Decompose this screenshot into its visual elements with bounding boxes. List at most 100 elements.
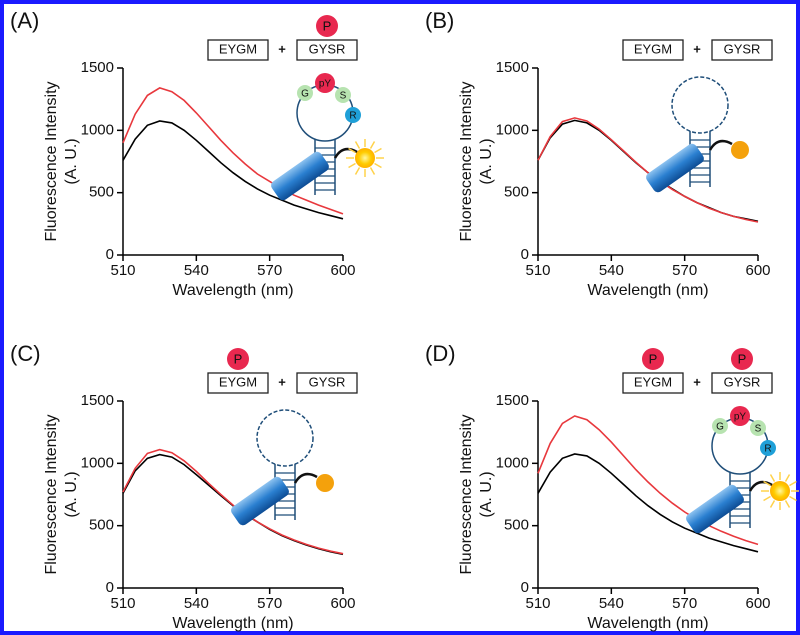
residue-label: pY — [734, 412, 747, 423]
y-axis-title: (A. U.) — [478, 138, 495, 184]
residue — [750, 420, 766, 436]
series-line — [537, 453, 759, 553]
cylinder — [646, 143, 704, 193]
peptide-label: EYGM — [219, 41, 257, 56]
panel-label: (D) — [425, 341, 456, 366]
glow-ray — [369, 141, 376, 149]
linker — [293, 472, 318, 484]
x-tick-label: 570 — [257, 262, 282, 279]
phospho-label: P — [323, 18, 332, 33]
residue — [760, 440, 776, 456]
glow-ray — [348, 162, 356, 169]
glow-ray — [374, 162, 382, 169]
plus-sign: + — [693, 41, 701, 56]
phospho-circle — [731, 348, 753, 370]
x-axis-title: Wavelength (nm) — [172, 615, 293, 632]
x-tick-label: 510 — [525, 262, 550, 279]
residue-label: G — [301, 89, 309, 100]
panel: (D) 0 500 1000 1500 510 540 570 600 Wavelength (n… — [425, 341, 799, 632]
glow-ray — [354, 141, 361, 149]
y-axis-title: (A. U.) — [63, 471, 80, 517]
y-axis-title: Fluorescence Intensity — [43, 414, 60, 574]
peptide-label: GYSR — [724, 41, 761, 56]
fluorophore — [770, 481, 790, 501]
residue — [730, 406, 750, 426]
y-axis-title: Fluorescence Intensity — [458, 414, 475, 574]
y-axis-title: (A. U.) — [478, 471, 495, 517]
x-tick-label: 600 — [330, 595, 355, 612]
linker — [708, 139, 733, 151]
x-tick-label: 540 — [184, 595, 209, 612]
peptide-label: GYSR — [309, 41, 346, 56]
glow-ray — [789, 480, 797, 487]
peptide-label: EYGM — [634, 41, 672, 56]
panel: (C) 0 500 1000 1500 510 540 570 600 Wavelength (n… — [10, 341, 358, 632]
x-tick-label: 570 — [672, 262, 697, 279]
phospho-circle — [316, 15, 338, 37]
glow-ray — [374, 147, 382, 154]
peptide-label: GYSR — [724, 374, 761, 389]
y-tick-label: 500 — [89, 517, 114, 534]
residue-label: G — [716, 422, 724, 433]
peptide-box — [207, 372, 269, 394]
phospho-label: P — [738, 351, 747, 366]
peptide-box — [622, 39, 684, 61]
glow-ray — [784, 474, 791, 482]
glow-ray — [769, 500, 776, 508]
peptide-box — [296, 372, 358, 394]
residue — [315, 73, 335, 93]
residue — [335, 87, 351, 103]
series-line — [122, 87, 344, 215]
x-axis-title: Wavelength (nm) — [587, 615, 708, 632]
x-axis-title: Wavelength (nm) — [172, 282, 293, 299]
peptide-box — [711, 39, 773, 61]
panel: (B) 0 500 1000 1500 510 540 570 600 Wavelength (n… — [425, 8, 773, 299]
x-tick-label: 510 — [525, 595, 550, 612]
linker — [748, 480, 773, 492]
x-tick-label: 570 — [672, 595, 697, 612]
residue-label: S — [340, 91, 347, 102]
y-tick-label: 0 — [521, 579, 529, 596]
panel: (A) 0 500 1000 1500 510 540 570 600 Wavelength (n… — [10, 8, 384, 299]
y-tick-label: 0 — [106, 246, 114, 263]
x-tick-label: 540 — [599, 595, 624, 612]
y-tick-label: 1500 — [81, 392, 114, 409]
residue-label: pY — [319, 79, 332, 90]
y-tick-label: 500 — [89, 184, 114, 201]
y-tick-label: 500 — [504, 184, 529, 201]
residue — [297, 85, 313, 101]
residue-label: S — [755, 424, 762, 435]
panel-label: (C) — [10, 341, 41, 366]
peptide-box — [711, 372, 773, 394]
residue — [712, 418, 728, 434]
plus-sign: + — [278, 374, 286, 389]
peptide-label: GYSR — [309, 374, 346, 389]
phospho-circle — [227, 348, 249, 370]
x-tick-label: 540 — [599, 262, 624, 279]
loop — [256, 409, 314, 467]
glow-ray — [789, 495, 797, 502]
fluorophore — [731, 141, 749, 159]
residue — [345, 107, 361, 123]
series-line — [122, 120, 344, 220]
y-axis-title: Fluorescence Intensity — [43, 81, 60, 241]
cylinder — [271, 151, 329, 201]
residue-label: R — [349, 111, 356, 122]
glow-ray — [369, 167, 376, 175]
y-tick-label: 0 — [106, 579, 114, 596]
residue-label: R — [764, 444, 771, 455]
x-tick-label: 600 — [745, 262, 770, 279]
x-tick-label: 540 — [184, 262, 209, 279]
glow-ray — [763, 495, 771, 502]
x-tick-label: 600 — [330, 262, 355, 279]
glow-ray — [348, 147, 356, 154]
y-tick-label: 1000 — [81, 454, 114, 471]
phospho-circle — [642, 348, 664, 370]
y-tick-label: 1000 — [496, 454, 529, 471]
fluorophore — [355, 148, 375, 168]
series-line — [537, 415, 759, 546]
y-tick-label: 0 — [521, 246, 529, 263]
panel-label: (A) — [10, 8, 39, 33]
